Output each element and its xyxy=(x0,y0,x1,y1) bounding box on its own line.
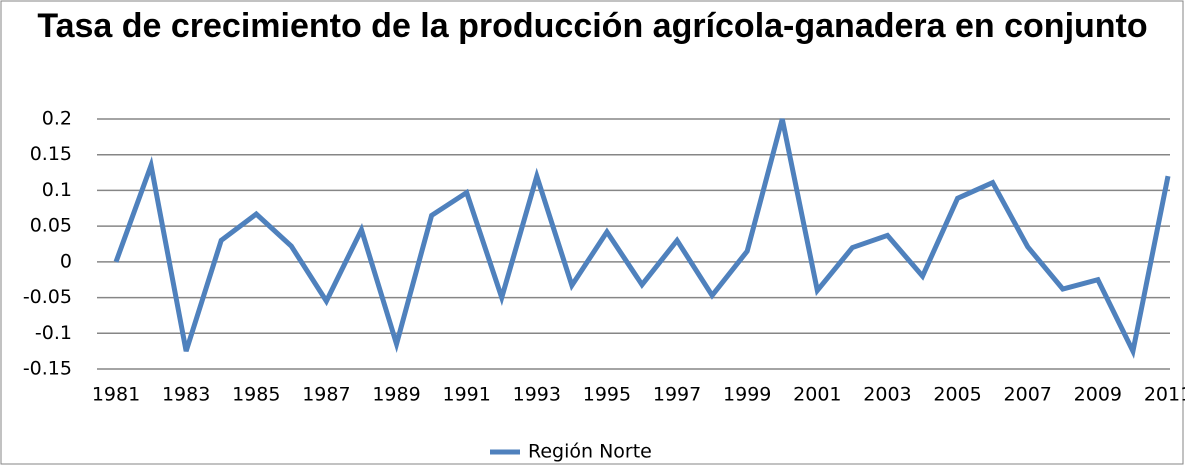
y-tick-label: -0.15 xyxy=(23,358,72,380)
x-tick-label: 1983 xyxy=(162,384,210,406)
x-tick-label: 2011 xyxy=(1144,384,1185,406)
y-tick-label: 0.1 xyxy=(42,179,72,201)
y-tick-label: 0.2 xyxy=(42,108,72,130)
x-tick-label: 1989 xyxy=(372,384,420,406)
x-tick-label: 2007 xyxy=(1004,384,1052,406)
x-tick-label: 1991 xyxy=(442,384,490,406)
y-tick-label: -0.05 xyxy=(23,286,72,308)
y-tick-label: 0.15 xyxy=(30,143,72,165)
x-tick-label: 1999 xyxy=(723,384,771,406)
x-tick-label: 2009 xyxy=(1074,384,1122,406)
x-tick-label: 2003 xyxy=(863,384,911,406)
y-tick-label: -0.1 xyxy=(35,322,72,344)
y-tick-label: 0 xyxy=(60,250,72,272)
x-tick-label: 1987 xyxy=(302,384,350,406)
x-tick-label: 1997 xyxy=(653,384,701,406)
x-tick-label: 1995 xyxy=(583,384,631,406)
x-tick-label: 1981 xyxy=(92,384,140,406)
x-tick-label: 2005 xyxy=(933,384,981,406)
x-tick-label: 1993 xyxy=(513,384,561,406)
x-tick-label: 2001 xyxy=(793,384,841,406)
chart-title: Tasa de crecimiento de la producción agr… xyxy=(37,7,1148,45)
legend-label: Región Norte xyxy=(528,441,652,463)
x-tick-label: 1985 xyxy=(232,384,280,406)
y-tick-label: 0.05 xyxy=(30,215,72,237)
data-line xyxy=(113,118,1171,359)
